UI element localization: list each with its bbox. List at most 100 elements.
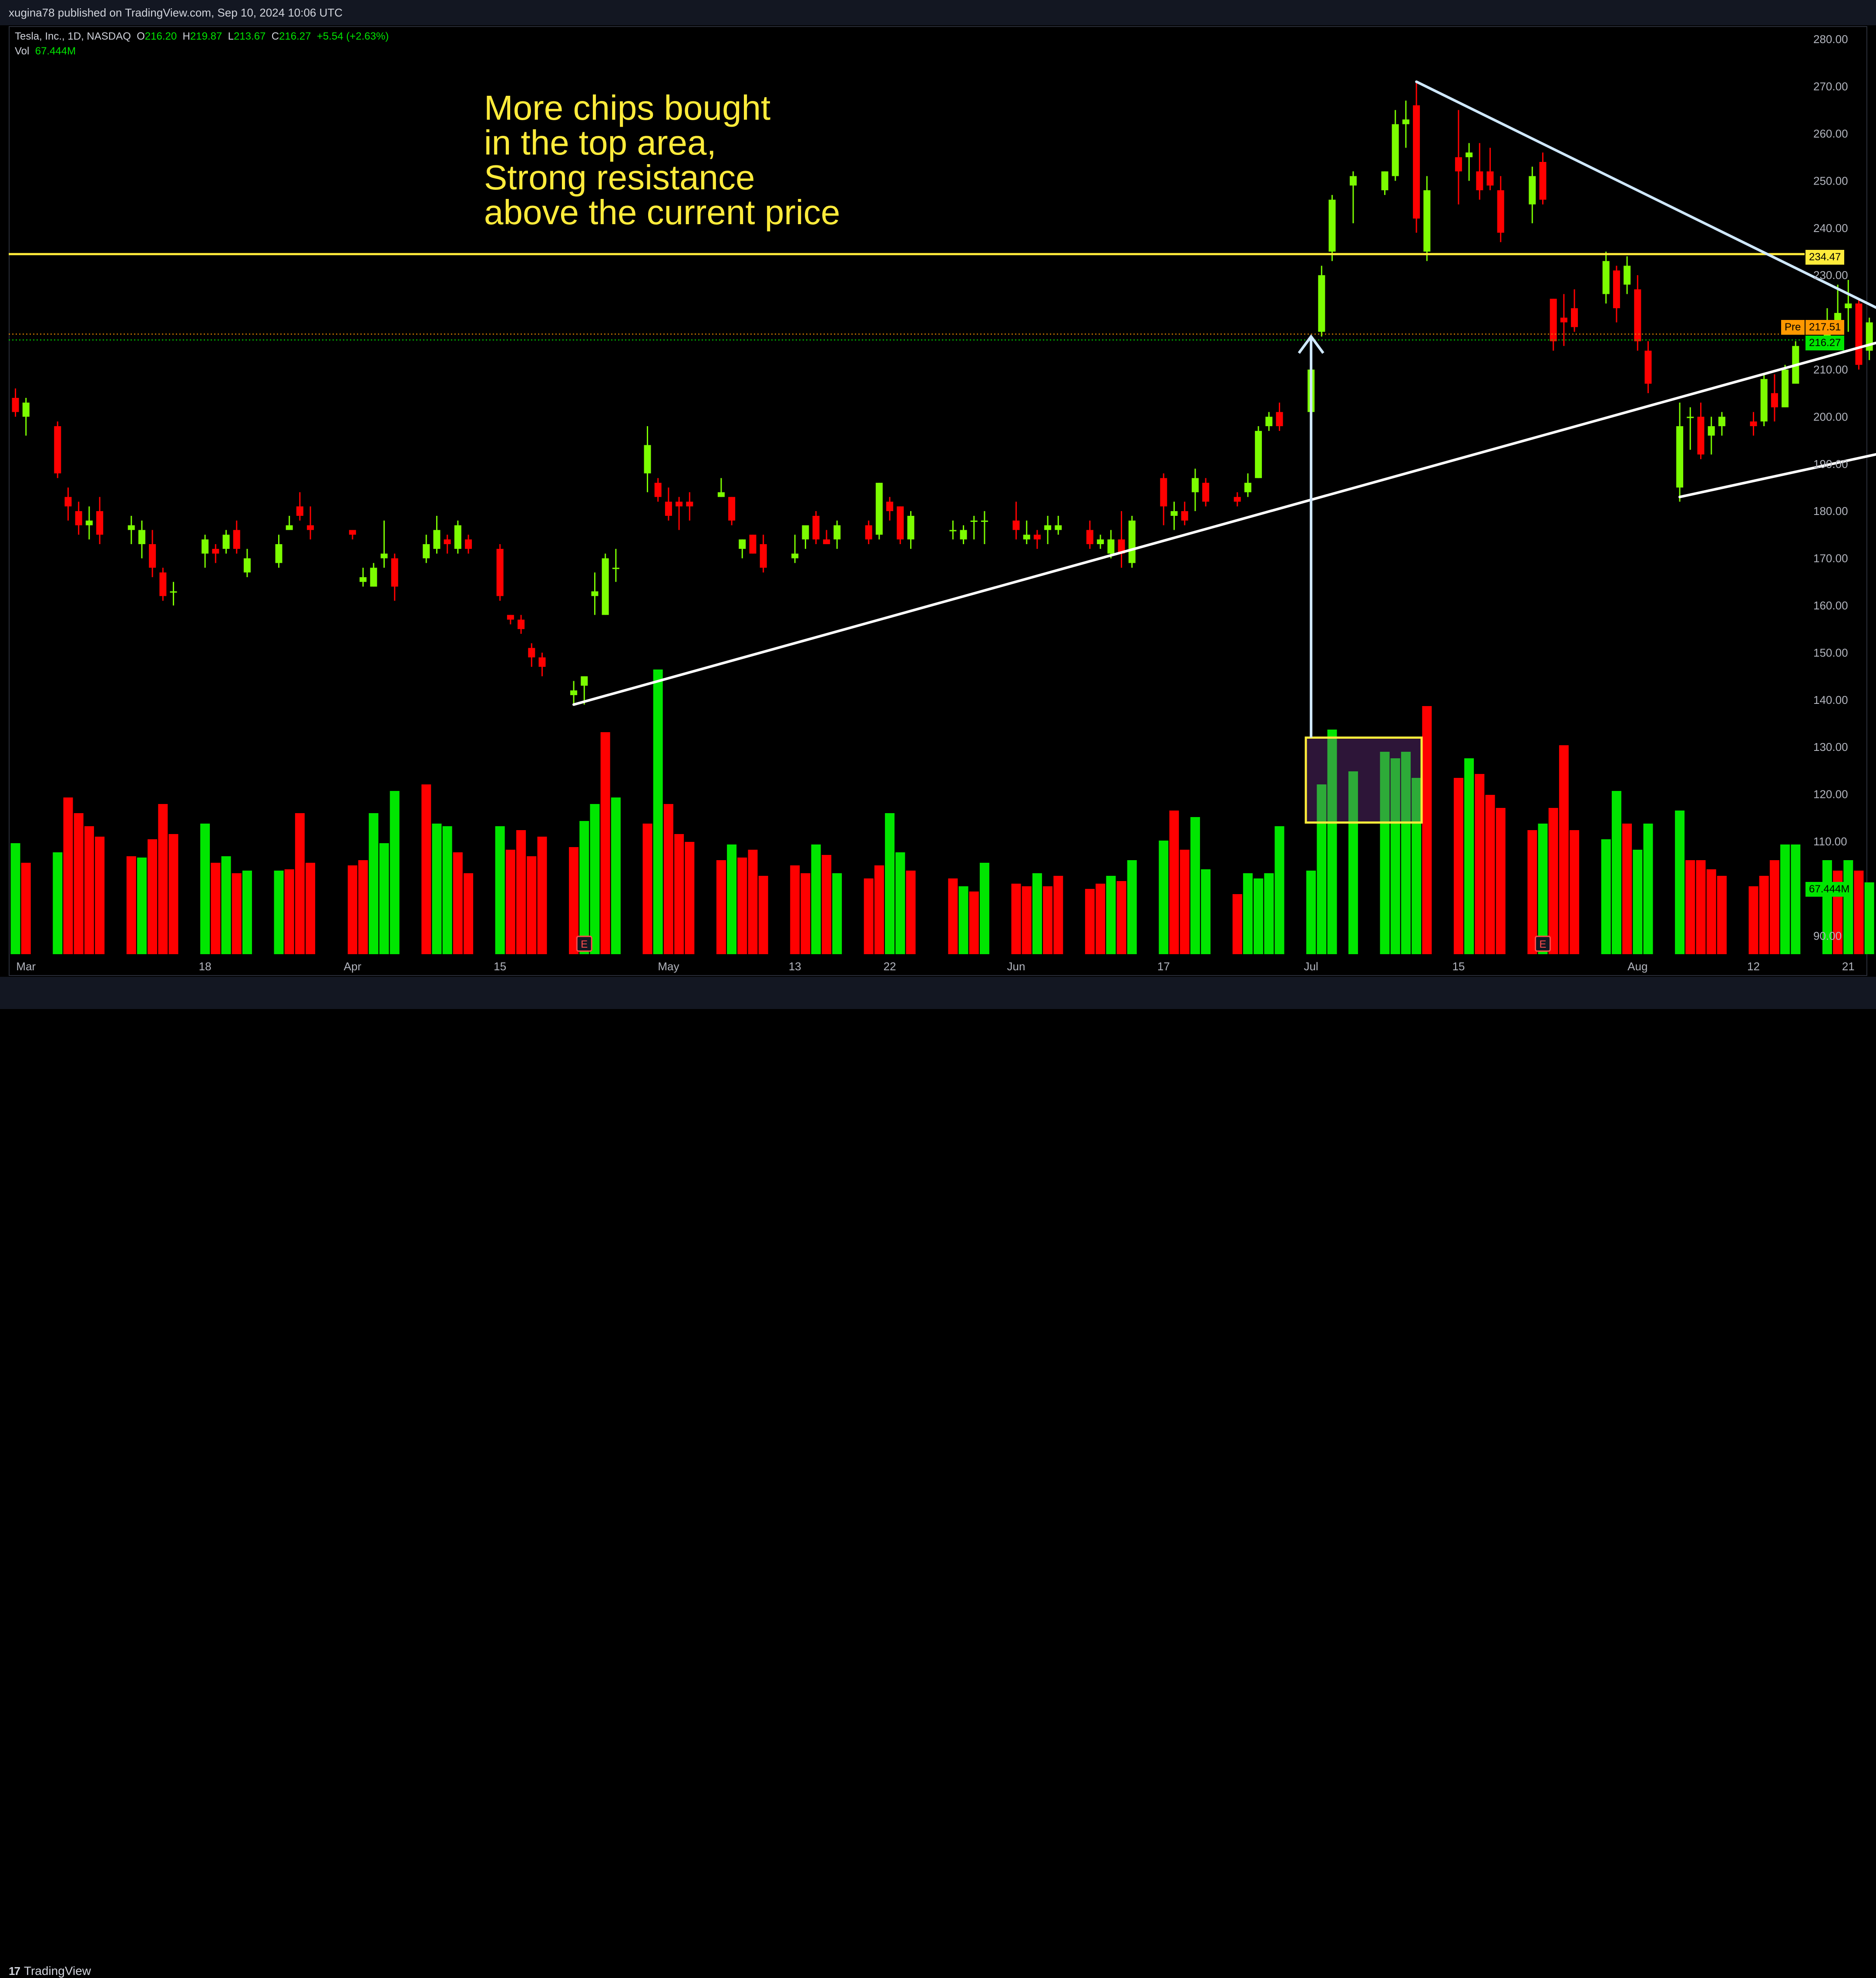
annotation-text[interactable]: More chips bought in the top area, Stron… (484, 88, 841, 232)
volume-bar (906, 871, 916, 954)
volume-bar (821, 855, 831, 954)
volume-bar (790, 865, 800, 954)
volume-bar (1116, 881, 1126, 954)
candle-body (222, 535, 230, 549)
volume-bar (832, 873, 842, 954)
candle-body (170, 591, 177, 593)
candle-body (823, 539, 830, 545)
candle-body (380, 553, 388, 558)
volume-bar (727, 844, 737, 954)
volume-bar (516, 830, 526, 954)
volume-bar (1254, 878, 1264, 954)
volume-bar (274, 871, 284, 954)
low-label: L (228, 30, 234, 42)
earnings-marker-icon: E (581, 939, 588, 950)
earnings-marker-icon-frame (1535, 935, 1551, 952)
candle-body (1318, 275, 1325, 332)
volume-bar (126, 856, 136, 954)
volume-arrow-head (1298, 334, 1325, 354)
volume-highlight-box (1304, 736, 1423, 824)
volume-bar (284, 869, 294, 954)
candle-body (1760, 379, 1768, 422)
x-axis-tick-label: Apr (344, 960, 362, 973)
volume-bar (1717, 876, 1727, 954)
volume-bar (1633, 850, 1643, 954)
candle-body (1170, 511, 1178, 516)
x-axis-tick-label: 12 (1747, 960, 1760, 973)
candle-body (897, 506, 904, 540)
volume-bar (1317, 784, 1327, 954)
candle-body (1687, 417, 1694, 418)
volume-bar (864, 878, 874, 954)
y-axis-tick-label: 190.00 (1813, 457, 1848, 471)
y-axis-tick-label: 240.00 (1813, 222, 1848, 235)
pre-market-tag: Pre (1781, 320, 1805, 335)
candle-body (1455, 157, 1462, 172)
candle-body (149, 544, 156, 568)
candle-body (54, 426, 61, 474)
volume-bar (579, 821, 589, 954)
volume-bar (1159, 841, 1169, 954)
candle-body (1255, 431, 1262, 478)
bottom-bar: 17 TradingView (0, 977, 1876, 1978)
volume-bar (1180, 850, 1190, 954)
volume-bar (1675, 811, 1685, 954)
y-axis-tick-label: 140.00 (1813, 693, 1848, 706)
volume-bar (1264, 873, 1274, 954)
candle-body (370, 568, 377, 587)
candle-body (1750, 421, 1757, 427)
candle-body (665, 501, 672, 516)
candle-body (159, 572, 167, 596)
volume-label[interactable]: Vol (15, 45, 30, 57)
y-axis-tick-label: 180.00 (1813, 505, 1848, 518)
candle-body (1381, 171, 1389, 191)
volume-bar (295, 813, 305, 954)
candle-body (1634, 289, 1641, 341)
volume-bar (958, 886, 968, 954)
candle-body (286, 525, 293, 530)
candle-body (886, 501, 894, 511)
x-axis-tick-label: 17 (1157, 960, 1170, 973)
candle-body (812, 516, 820, 540)
symbol-name[interactable]: Tesla, Inc., 1D, NASDAQ (15, 30, 131, 42)
volume-legend: Vol 67.444M (15, 45, 76, 57)
y-axis-tick-label: 120.00 (1813, 788, 1848, 801)
candle-body (391, 558, 398, 587)
last-price-label: 216.27 (1805, 336, 1845, 350)
x-axis-tick-label: 18 (199, 960, 212, 973)
candle-body (1328, 199, 1336, 252)
price-chart[interactable]: 90.00 110.00 120.00 130.00 140.00 150.00 160.0… (0, 0, 1876, 1009)
volume-bar (885, 813, 895, 954)
candle-body (202, 539, 209, 554)
candle-body (1845, 303, 1852, 309)
candle-body (591, 591, 598, 596)
candle-body (1349, 176, 1357, 186)
volume-bar (716, 860, 726, 954)
volume-bar (379, 843, 389, 954)
volume-bar (1401, 752, 1411, 954)
volume-bar (1453, 778, 1463, 954)
candle-body (349, 530, 356, 535)
candle-body (423, 544, 430, 558)
volume-bar (685, 842, 695, 954)
x-axis-tick-label: Aug (1627, 960, 1647, 973)
low-value: 213.67 (233, 30, 266, 42)
volume-bar (537, 837, 547, 954)
volume-bar (1422, 706, 1432, 954)
x-axis-tick-label: Mar (16, 960, 36, 973)
candle-body (960, 530, 967, 540)
volume-bar (306, 863, 316, 954)
volume-bar (1201, 869, 1211, 954)
candle-body (1044, 525, 1052, 530)
tradingview-footer[interactable]: 17 TradingView (9, 1964, 91, 1978)
volume-bar (569, 847, 579, 954)
volume-bar (1348, 771, 1358, 954)
candle-body (1571, 308, 1578, 327)
volume-bar (874, 865, 884, 954)
volume-bar (653, 669, 663, 954)
candle-body (12, 398, 19, 412)
open-value: 216.20 (145, 30, 177, 42)
candle-body (454, 525, 461, 549)
candle-body (1602, 261, 1610, 294)
volume-bar (74, 813, 84, 954)
